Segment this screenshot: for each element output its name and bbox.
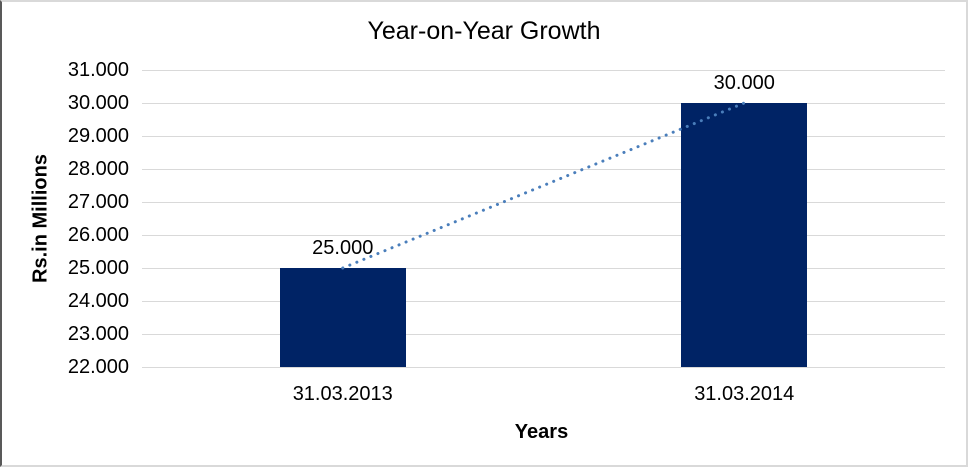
y-tick-label: 23.000 <box>67 323 129 345</box>
y-tick-label: 26.000 <box>67 224 129 246</box>
top-border-accent <box>0 0 207 2</box>
bar-value-label: 25.000 <box>312 237 374 259</box>
gridline <box>142 69 945 71</box>
chart-title: Year-on-Year Growth <box>367 17 601 45</box>
y-tick-label: 31.000 <box>67 59 129 81</box>
y-tick-label: 25.000 <box>67 257 129 279</box>
gridline <box>142 168 945 170</box>
gridline <box>142 333 945 335</box>
y-tick-label: 28.000 <box>67 158 129 180</box>
bar-value-label: 30.000 <box>713 72 775 94</box>
gridline <box>142 267 945 269</box>
gridline <box>142 102 945 104</box>
gridline <box>142 234 945 236</box>
y-axis-title: Rs.in Millions <box>29 154 52 283</box>
bar-31.03.2014[interactable] <box>681 103 808 367</box>
gridline <box>142 201 945 203</box>
x-tick-label: 31.03.2013 <box>292 383 393 405</box>
y-tick-label: 30.000 <box>67 92 129 114</box>
y-tick-label: 27.000 <box>67 191 129 213</box>
y-tick-label: 29.000 <box>67 125 129 147</box>
gridline <box>142 135 945 137</box>
y-tick-label: 24.000 <box>67 290 129 312</box>
gridline <box>142 366 945 368</box>
x-axis-title: Years <box>514 421 569 443</box>
x-tick-label: 31.03.2014 <box>694 383 795 405</box>
bar-31.03.2013[interactable] <box>279 268 406 367</box>
gridline <box>142 300 945 302</box>
y-tick-label: 22.000 <box>67 356 129 378</box>
